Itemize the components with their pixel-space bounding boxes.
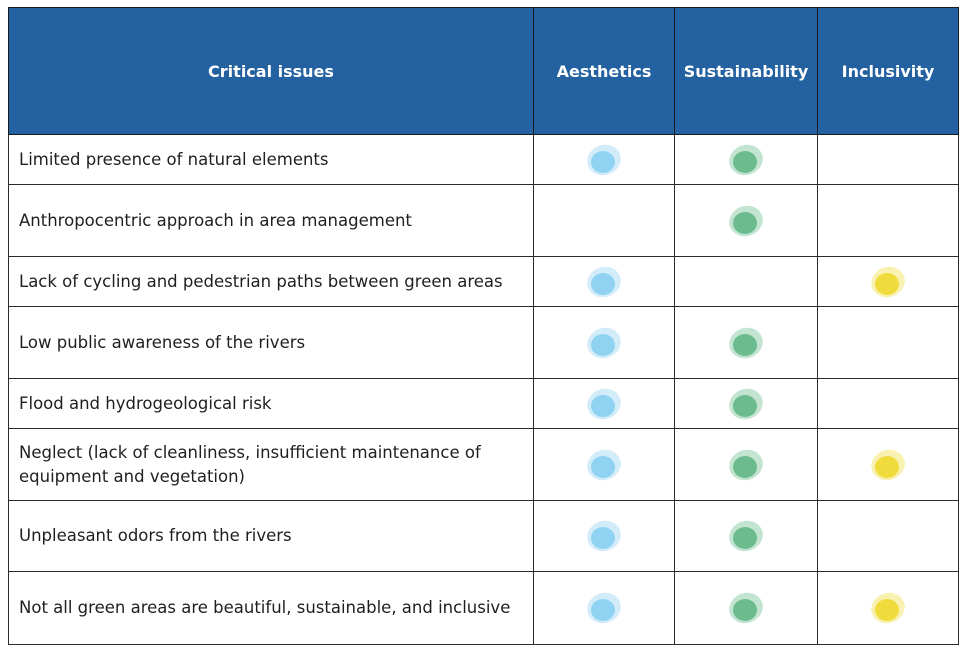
column-header: Inclusivity (817, 7, 959, 135)
mark (587, 266, 621, 297)
mark-cell (817, 571, 959, 645)
mark-cell (817, 256, 959, 307)
mark (587, 592, 621, 624)
row: Anthropocentric approach in area managem… (8, 184, 959, 257)
issue-cell: Unpleasant odors from the rivers (8, 500, 534, 572)
mark (587, 327, 621, 358)
mark-cell (817, 134, 959, 185)
mark (729, 205, 763, 236)
issue-cell: Limited presence of natural elements (8, 134, 534, 185)
mark-cell (674, 571, 818, 645)
column-header: Sustainability (674, 7, 818, 135)
row: Neglect (lack of cleanliness, insufficie… (8, 428, 959, 501)
mark (729, 388, 763, 419)
mark-cell (533, 571, 675, 645)
column-header: Aesthetics (533, 7, 675, 135)
issue-cell: Neglect (lack of cleanliness, insufficie… (8, 428, 534, 501)
mark (871, 449, 905, 480)
row: Limited presence of natural elements (8, 134, 959, 185)
issue-cell: Anthropocentric approach in area managem… (8, 184, 534, 257)
mark-cell (674, 428, 818, 501)
mark (871, 266, 905, 297)
row: Flood and hydrogeological risk (8, 378, 959, 429)
mark-cell (674, 306, 818, 379)
issue-cell: Flood and hydrogeological risk (8, 378, 534, 429)
mark (729, 144, 763, 175)
mark (729, 449, 763, 480)
row: Not all green areas are beautiful, susta… (8, 571, 959, 645)
mark-cell (817, 428, 959, 501)
mark (871, 592, 905, 624)
mark-cell (533, 134, 675, 185)
mark-cell (817, 500, 959, 572)
issue-cell: Not all green areas are beautiful, susta… (8, 571, 534, 645)
mark (587, 520, 621, 552)
mark-cell (817, 378, 959, 429)
mark-cell (674, 500, 818, 572)
table-container: Critical issues Aesthetics Sustainability I… (8, 7, 959, 645)
mark (729, 327, 763, 358)
mark (587, 144, 621, 175)
mark-cell (674, 256, 818, 307)
table: Critical issues Aesthetics Sustainability I… (8, 7, 959, 645)
mark-cell (533, 378, 675, 429)
mark (729, 520, 763, 552)
row: Low public awareness of the rivers (8, 306, 959, 379)
mark-cell (533, 500, 675, 572)
issue-cell: Low public awareness of the rivers (8, 306, 534, 379)
column-header: Critical issues (8, 7, 534, 135)
mark-cell (533, 184, 675, 257)
mark-cell (533, 306, 675, 379)
issue-cell: Lack of cycling and pedestrian paths bet… (8, 256, 534, 307)
row: Unpleasant odors from the rivers (8, 500, 959, 572)
mark-cell (674, 134, 818, 185)
header-row: Critical issues Aesthetics Sustainability I… (8, 7, 959, 135)
mark-cell (533, 256, 675, 307)
mark-cell (533, 428, 675, 501)
mark (587, 449, 621, 480)
mark (729, 592, 763, 624)
mark-cell (674, 378, 818, 429)
mark (587, 388, 621, 419)
row: Lack of cycling and pedestrian paths bet… (8, 256, 959, 307)
mark-cell (817, 306, 959, 379)
mark-cell (817, 184, 959, 257)
mark-cell (674, 184, 818, 257)
